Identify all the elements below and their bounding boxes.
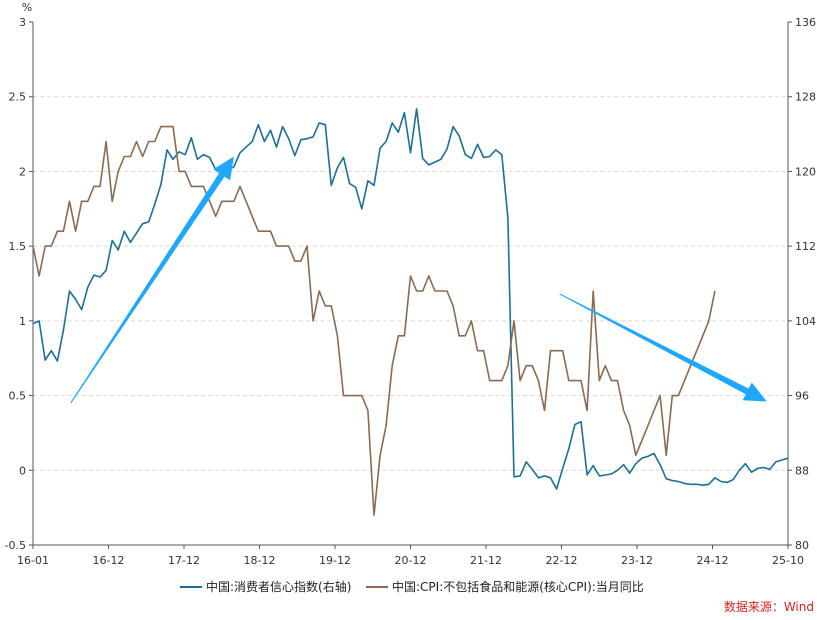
trend-arrows bbox=[70, 156, 767, 404]
uptrend-arrow bbox=[70, 156, 234, 404]
legend-swatch-core-cpi bbox=[366, 585, 388, 588]
x-tick-label: 17-12 bbox=[168, 554, 200, 567]
left-tick-label: -0.5 bbox=[5, 539, 26, 552]
left-tick-label: 0.5 bbox=[9, 390, 27, 403]
x-tick-label: 25-10 bbox=[772, 554, 804, 567]
right-tick-label: 88 bbox=[795, 464, 809, 477]
left-tick-label: 3 bbox=[19, 16, 26, 29]
x-tick-label: 18-12 bbox=[244, 554, 276, 567]
series-group bbox=[32, 108, 789, 516]
x-tick-label: 19-12 bbox=[319, 554, 351, 567]
left-tick-label: 0 bbox=[19, 464, 26, 477]
legend-label-consumer-confidence: 中国:消费者信心指数(右轴) bbox=[206, 580, 352, 594]
x-tick-label: 20-12 bbox=[395, 554, 427, 567]
right-tick-label: 112 bbox=[795, 240, 816, 253]
tick-labels: -0.5 80 0 88 0.5 96 1 104 1.5 112 2 120 2.5 128 3 136% 1… bbox=[5, 1, 816, 567]
left-tick-label: 1.5 bbox=[9, 240, 27, 253]
axes bbox=[29, 21, 792, 549]
x-tick-label: 16-01 bbox=[17, 554, 49, 567]
x-tick-label: 16-12 bbox=[93, 554, 125, 567]
legend: 中国:消费者信心指数(右轴) 中国:CPI:不包括食品和能源(核心CPI):当月… bbox=[0, 578, 830, 594]
series-line-consumer-confidence bbox=[32, 108, 789, 490]
left-unit-label: % bbox=[22, 1, 32, 14]
data-source: 数据来源：Wind bbox=[723, 600, 814, 614]
legend-swatch-consumer-confidence bbox=[180, 585, 202, 588]
x-tick-label: 22-12 bbox=[546, 554, 578, 567]
x-tick-label: 21-12 bbox=[470, 554, 502, 567]
legend-label-core-cpi: 中国:CPI:不包括食品和能源(核心CPI):当月同比 bbox=[392, 580, 644, 594]
right-tick-label: 104 bbox=[795, 315, 816, 328]
left-tick-label: 1 bbox=[19, 315, 26, 328]
legend-item-core-cpi: 中国:CPI:不包括食品和能源(核心CPI):当月同比 bbox=[366, 578, 644, 595]
legend-item-consumer-confidence: 中国:消费者信心指数(右轴) bbox=[180, 578, 351, 595]
right-tick-label: 96 bbox=[795, 390, 809, 403]
downtrend-arrow bbox=[559, 293, 767, 402]
left-tick-label: 2.5 bbox=[9, 91, 27, 104]
left-tick-label: 2 bbox=[19, 165, 26, 178]
x-tick-label: 24-12 bbox=[697, 554, 729, 567]
right-tick-label: 136 bbox=[795, 16, 816, 29]
x-tick-label: 23-12 bbox=[621, 554, 653, 567]
right-tick-label: 80 bbox=[795, 539, 809, 552]
right-tick-label: 120 bbox=[795, 165, 816, 178]
series-line-core-cpi bbox=[32, 125, 716, 516]
right-tick-label: 128 bbox=[795, 91, 816, 104]
